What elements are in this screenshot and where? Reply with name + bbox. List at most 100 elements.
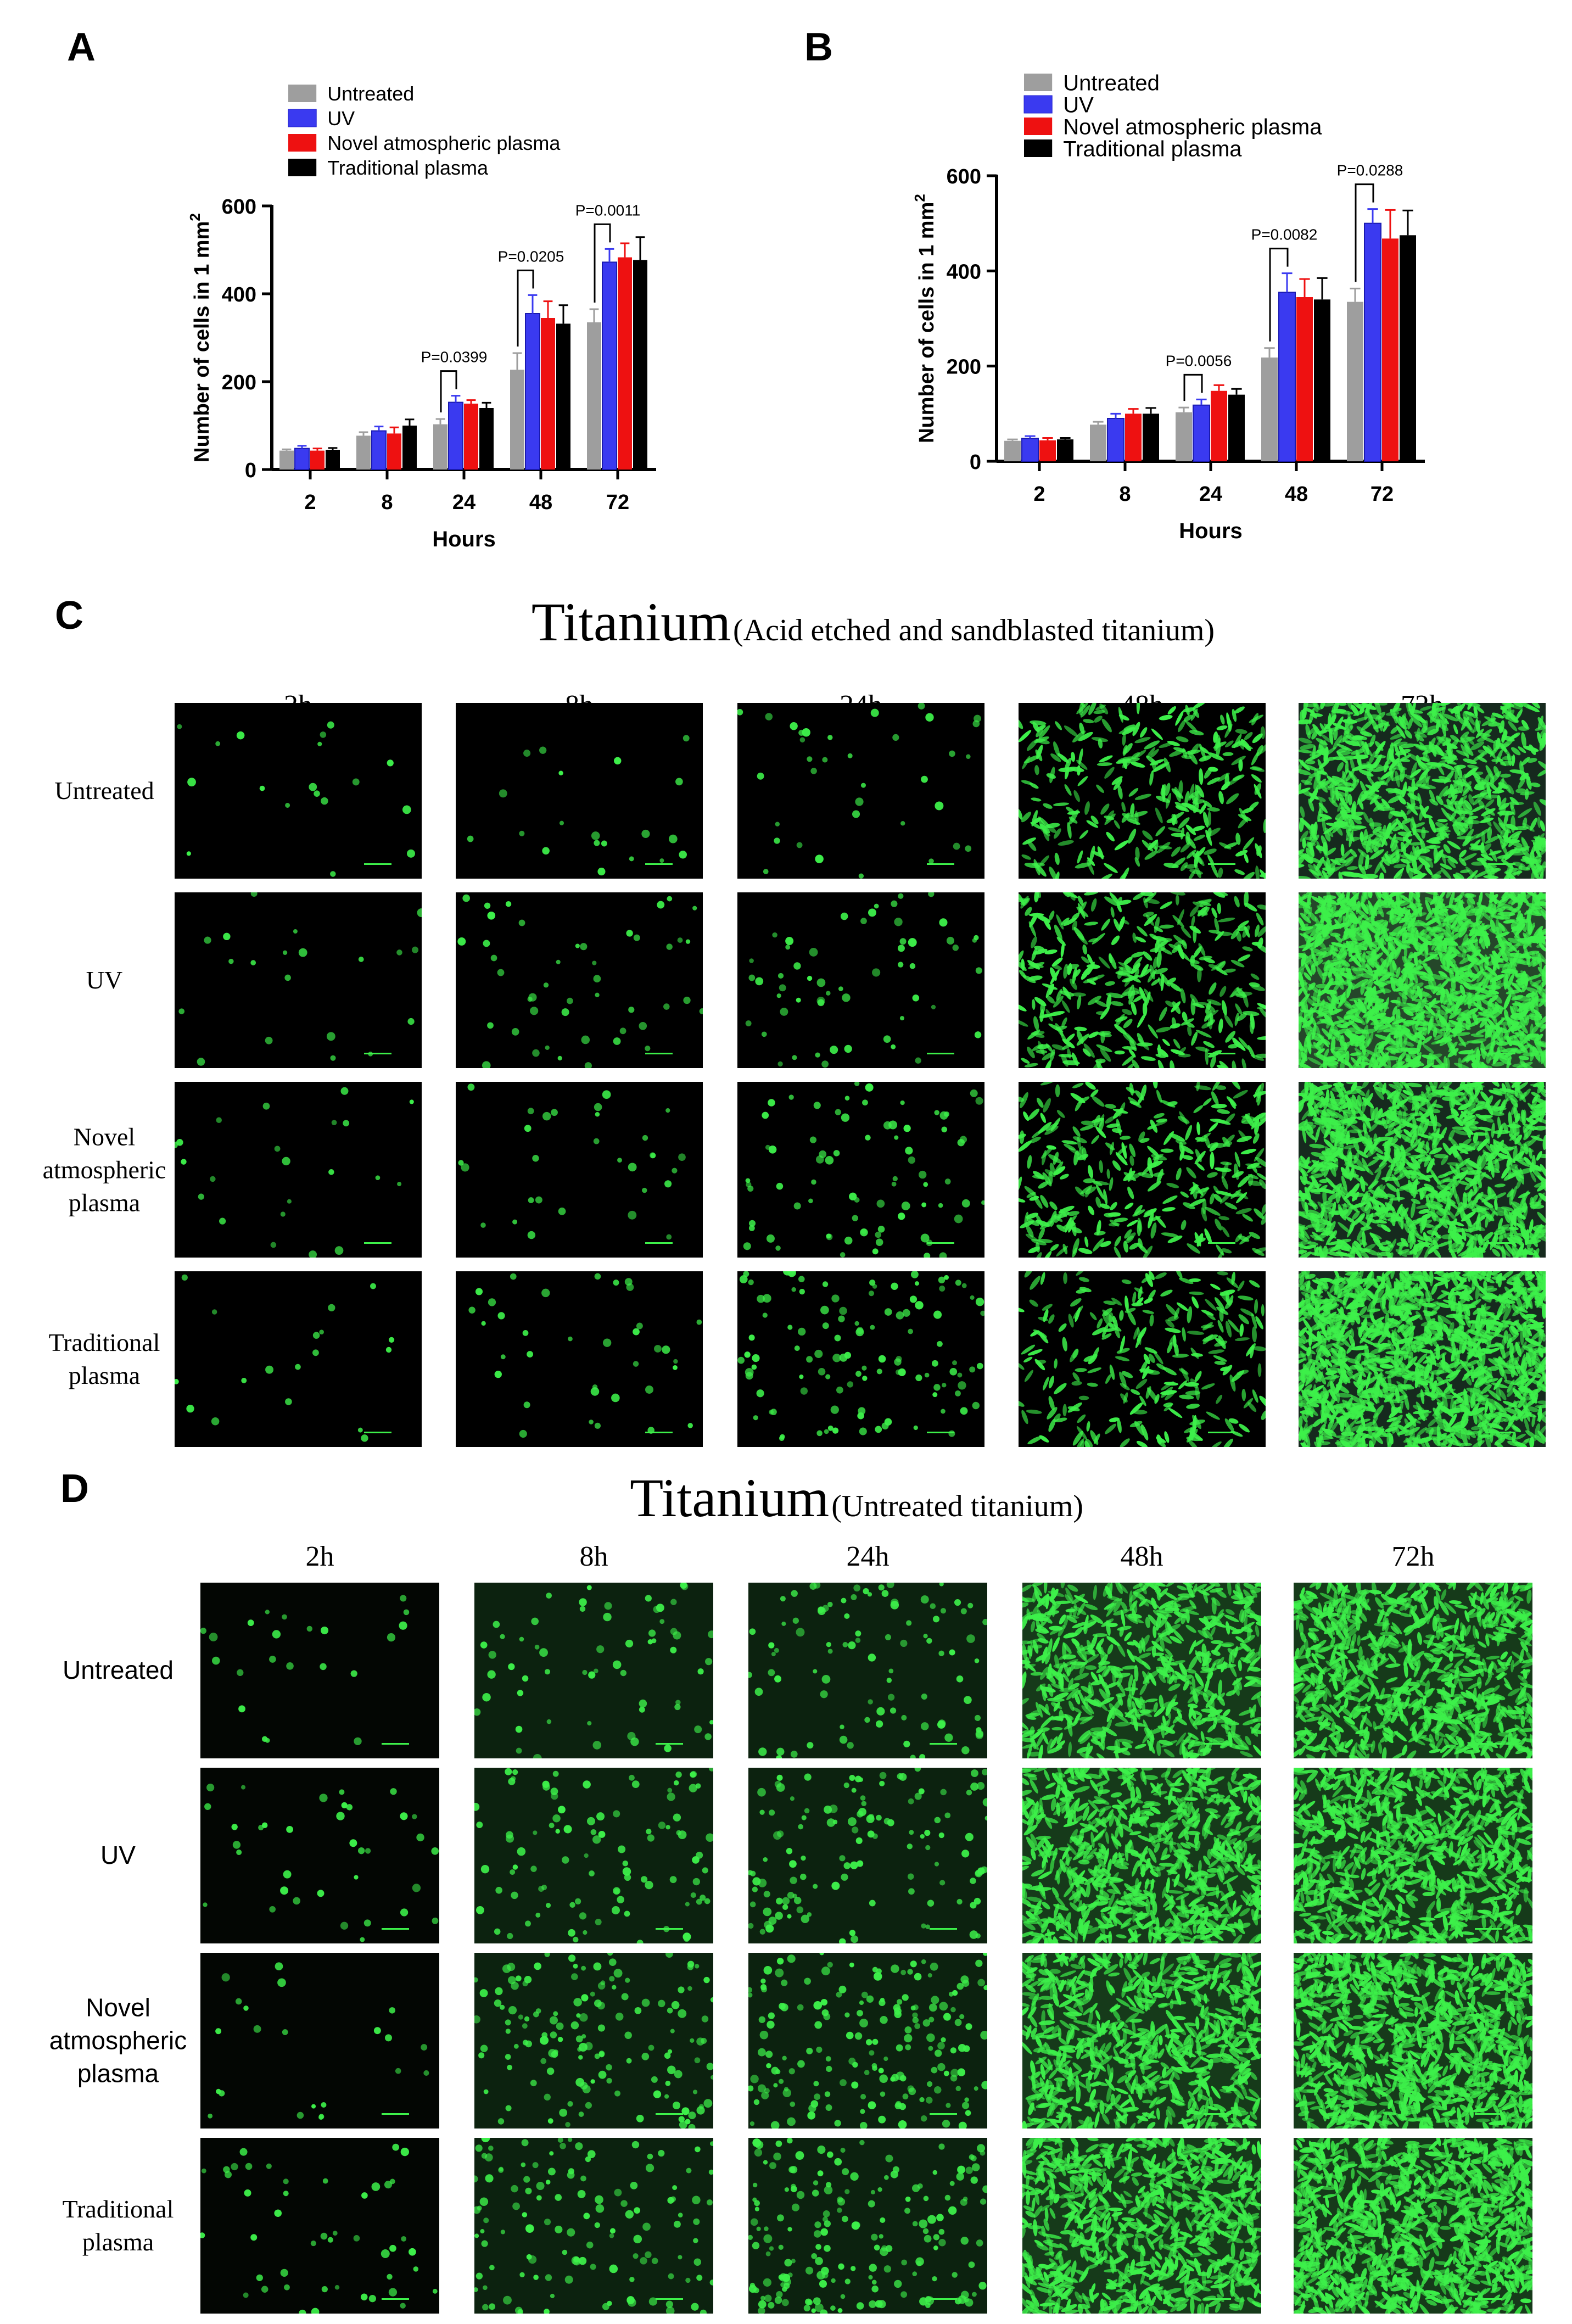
cell-mark — [1238, 920, 1249, 928]
cell-mark — [1478, 749, 1488, 755]
cell-mark — [1378, 971, 1392, 977]
cell-mark — [1130, 803, 1135, 817]
cell-mark — [1185, 824, 1196, 835]
cell-mark — [176, 1139, 183, 1146]
cell-mark — [1463, 716, 1472, 730]
cell-mark — [748, 974, 756, 981]
cell-mark — [807, 975, 813, 981]
cell-mark — [1429, 789, 1435, 802]
cell-mark — [1442, 724, 1446, 738]
cell-mark — [458, 1160, 464, 1166]
cell-mark — [1453, 724, 1458, 735]
cell-mark — [1299, 759, 1310, 771]
cell-mark — [1407, 917, 1416, 929]
cell-mark — [1389, 757, 1401, 767]
cell-mark — [1465, 1159, 1480, 1169]
cell-mark — [1417, 929, 1429, 937]
cell-mark — [1178, 719, 1186, 733]
cell-mark — [1517, 892, 1526, 903]
cell-mark — [1173, 935, 1187, 946]
cell-mark — [1215, 1085, 1227, 1090]
cell-mark — [1400, 786, 1408, 798]
cell-mark — [1088, 703, 1097, 716]
cell-mark — [1218, 791, 1224, 805]
cell-mark — [1422, 775, 1431, 787]
cell-mark — [1313, 1101, 1319, 1115]
cell-mark — [1031, 797, 1042, 802]
cell-mark — [1464, 971, 1479, 978]
cell-mark — [259, 785, 265, 791]
cell-mark — [314, 790, 320, 797]
cell-mark — [1447, 1162, 1462, 1166]
cell-mark — [1438, 1089, 1449, 1093]
cell-mark — [1492, 1248, 1501, 1257]
cell-mark — [1380, 1225, 1391, 1232]
cell-mark — [198, 1193, 204, 1200]
cell-mark — [1462, 837, 1472, 847]
cell-mark — [1120, 986, 1132, 998]
cell-mark — [1077, 901, 1087, 915]
cell-mark — [1468, 1096, 1474, 1107]
cell-mark — [1344, 1188, 1355, 1200]
cell-mark — [1072, 1126, 1081, 1137]
cell-mark — [1510, 953, 1517, 966]
cell-mark — [1537, 896, 1546, 903]
cell-mark — [1306, 997, 1315, 1006]
cell-mark — [1174, 802, 1189, 812]
cell-mark — [1106, 1169, 1110, 1179]
cell-mark — [900, 821, 905, 826]
cell-mark — [1025, 907, 1032, 916]
cell-mark — [1342, 782, 1354, 786]
cell-mark — [1299, 1120, 1307, 1131]
cell-mark — [1183, 707, 1195, 713]
cell-mark — [1500, 828, 1506, 839]
cell-mark — [919, 1170, 927, 1179]
cell-mark — [1148, 1024, 1159, 1039]
cell-mark — [1189, 906, 1199, 917]
cell-mark — [1241, 1120, 1253, 1124]
cell-mark — [1099, 873, 1113, 879]
x-axis-title: Hours — [1179, 519, 1243, 543]
cell-mark — [1485, 906, 1497, 913]
cell-mark — [1153, 957, 1159, 969]
cell-mark — [204, 936, 211, 944]
cell-mark — [1496, 963, 1509, 968]
cell-mark — [1242, 925, 1250, 938]
cell-mark — [282, 1157, 290, 1166]
cell-mark — [912, 994, 920, 1002]
cell-mark — [1235, 833, 1241, 845]
cell-mark — [1132, 722, 1140, 736]
cell-mark — [1384, 1202, 1395, 1211]
cell-mark — [1190, 994, 1199, 1005]
cell-mark — [1504, 1172, 1517, 1180]
cell-mark — [1309, 703, 1321, 711]
cell-mark — [1381, 1176, 1398, 1181]
cell-mark — [1023, 755, 1040, 764]
cell-mark — [1129, 1082, 1134, 1096]
cell-mark — [1368, 1122, 1379, 1132]
cell-mark — [1493, 821, 1503, 834]
cell-mark — [1207, 752, 1224, 761]
cell-mark — [1181, 926, 1191, 938]
cell-mark — [1060, 942, 1065, 958]
cell-mark — [1396, 850, 1400, 862]
cell-mark — [678, 1153, 686, 1161]
cell-mark — [1396, 967, 1401, 978]
cell-mark — [1522, 817, 1528, 829]
cell-mark — [1391, 1158, 1395, 1171]
cell-mark — [1146, 747, 1156, 759]
cell-mark — [1513, 958, 1529, 965]
cell-mark — [584, 1062, 592, 1068]
cell-mark — [1341, 1109, 1359, 1114]
cell-mark — [1344, 1003, 1357, 1011]
p-value-label-2: P=0.0288 — [1337, 162, 1403, 179]
cell-mark — [1453, 764, 1466, 769]
bar-3-3 — [1314, 299, 1330, 461]
cell-mark — [1324, 926, 1331, 937]
micrograph — [175, 1082, 422, 1258]
cell-mark — [1541, 908, 1546, 921]
cell-mark — [1470, 920, 1483, 928]
cell-mark — [763, 869, 769, 874]
cell-mark — [1388, 942, 1397, 955]
cell-mark — [1454, 919, 1468, 925]
